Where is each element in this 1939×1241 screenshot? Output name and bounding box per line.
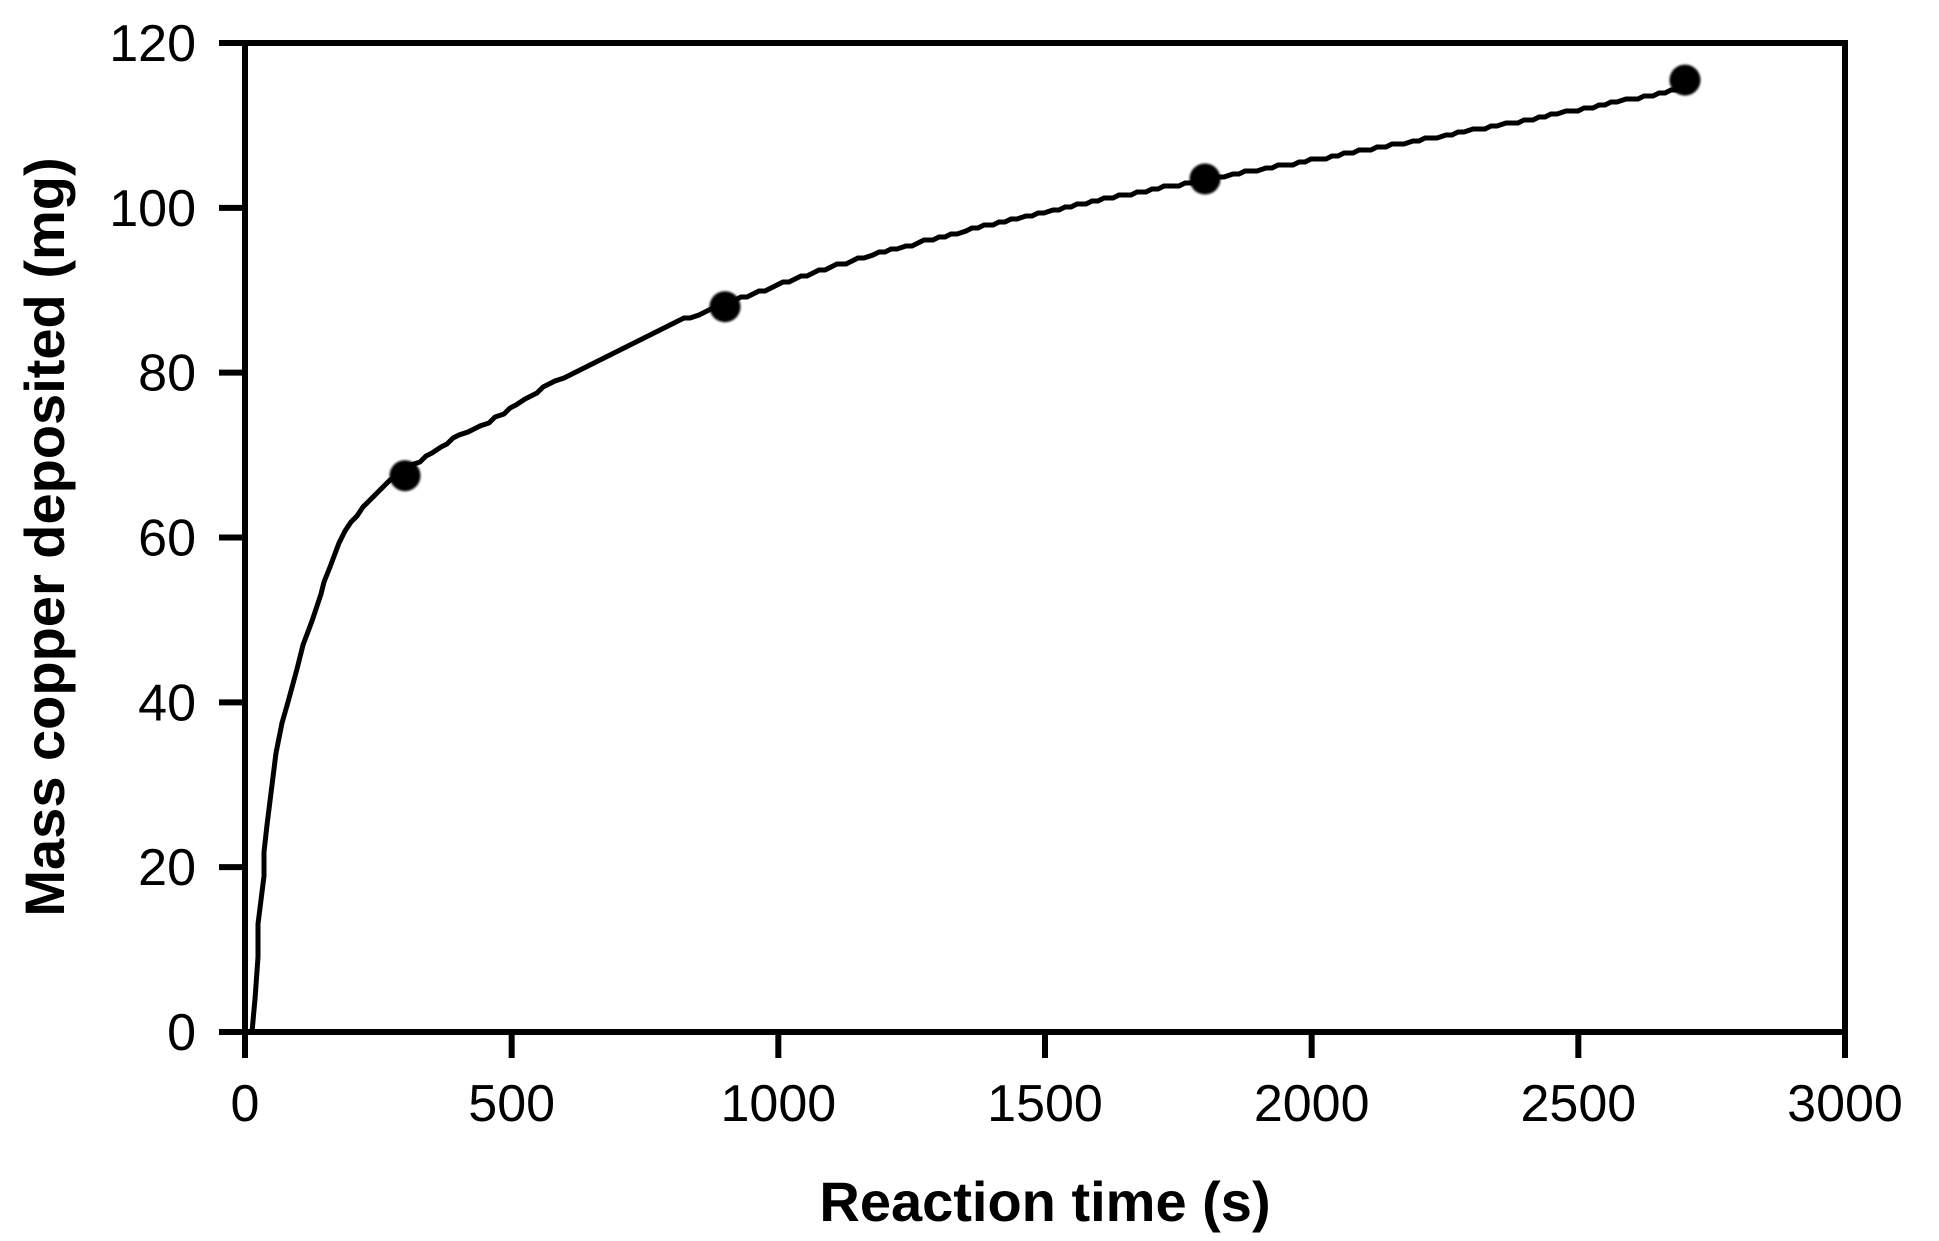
x-tick-label: 2500	[1520, 1075, 1636, 1133]
y-tick-label: 120	[109, 15, 196, 73]
x-axis-title: Reaction time (s)	[819, 1170, 1270, 1233]
data-point-marker	[389, 460, 421, 492]
y-tick-label: 60	[138, 510, 196, 568]
x-tick-label: 3000	[1787, 1075, 1903, 1133]
x-tick-label: 500	[468, 1075, 555, 1133]
fit-curve-line	[249, 84, 1687, 1033]
x-tick-label: 1000	[720, 1075, 836, 1133]
x-tick-label: 2000	[1254, 1075, 1370, 1133]
y-tick-label: 20	[138, 839, 196, 897]
y-tick-label: 100	[109, 180, 196, 238]
y-tick-label: 0	[167, 1004, 196, 1062]
x-tick-label: 0	[231, 1075, 260, 1133]
y-tick-label: 40	[138, 674, 196, 732]
plot-area-border	[242, 40, 1848, 1035]
y-tick-label: 80	[138, 345, 196, 403]
data-point-marker	[709, 291, 741, 323]
data-points	[389, 64, 1701, 492]
x-tick-label: 1500	[987, 1075, 1103, 1133]
y-axis-title: Mass copper deposited (mg)	[13, 157, 76, 916]
data-point-marker	[1669, 64, 1701, 96]
x-axis-ticks: 0 500 1000 1500 2000 2500 3000	[231, 1034, 1903, 1133]
y-axis-ticks: 0 20 40 60 80 100 120	[109, 15, 243, 1062]
data-point-marker	[1189, 163, 1221, 195]
